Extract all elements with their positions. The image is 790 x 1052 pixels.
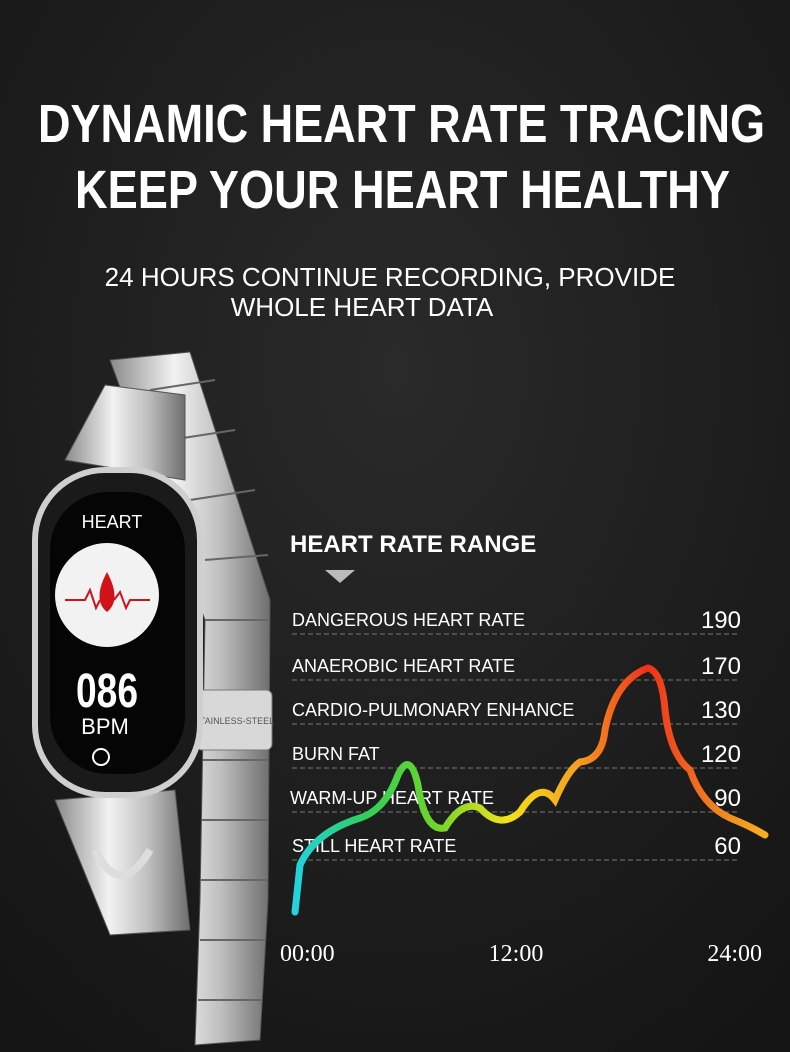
title: DYNAMIC HEART RATE TRACING bbox=[38, 94, 765, 154]
zone-value: 190 bbox=[701, 607, 741, 634]
zone-label: DANGEROUS HEART RATE bbox=[292, 610, 525, 630]
zone-value: 170 bbox=[701, 653, 741, 680]
zone-value: 60 bbox=[714, 833, 741, 860]
time-label: 12:00 bbox=[489, 941, 544, 967]
zones: DANGEROUS HEART RATE 190 ANAEROBIC HEART R… bbox=[290, 607, 741, 861]
watch-reading: 086 bbox=[76, 665, 138, 718]
watch-label: HEART bbox=[82, 512, 143, 532]
zone-label: STILL HEART RATE bbox=[292, 836, 456, 856]
heart-rate-curve bbox=[291, 664, 769, 916]
subtitle: 24 HOURS CONTINUE RECORDING, PROVIDE bbox=[105, 262, 676, 292]
watch-unit: BPM bbox=[81, 714, 129, 739]
zone-value: 120 bbox=[701, 741, 741, 768]
subtitle: WHOLE HEART DATA bbox=[231, 292, 494, 322]
band-text: STAINLESS-STEEL bbox=[194, 716, 274, 726]
zone-label: BURN FAT bbox=[292, 744, 380, 764]
zone-label: WARM-UP HEART RATE bbox=[290, 788, 494, 808]
zone-label: ANAEROBIC HEART RATE bbox=[292, 656, 515, 676]
time-label: 24:00 bbox=[707, 941, 762, 967]
zone-value: 130 bbox=[701, 697, 741, 724]
arrow bbox=[325, 570, 355, 583]
time-label: 00:00 bbox=[280, 941, 335, 967]
range-title: HEART RATE RANGE bbox=[290, 531, 536, 558]
bracelet: STAINLESS-STEEL HEART 086 BPM bbox=[32, 351, 274, 1046]
title: KEEP YOUR HEART HEALTHY bbox=[75, 160, 730, 220]
zone-label: CARDIO-PULMONARY ENHANCE bbox=[292, 700, 574, 720]
